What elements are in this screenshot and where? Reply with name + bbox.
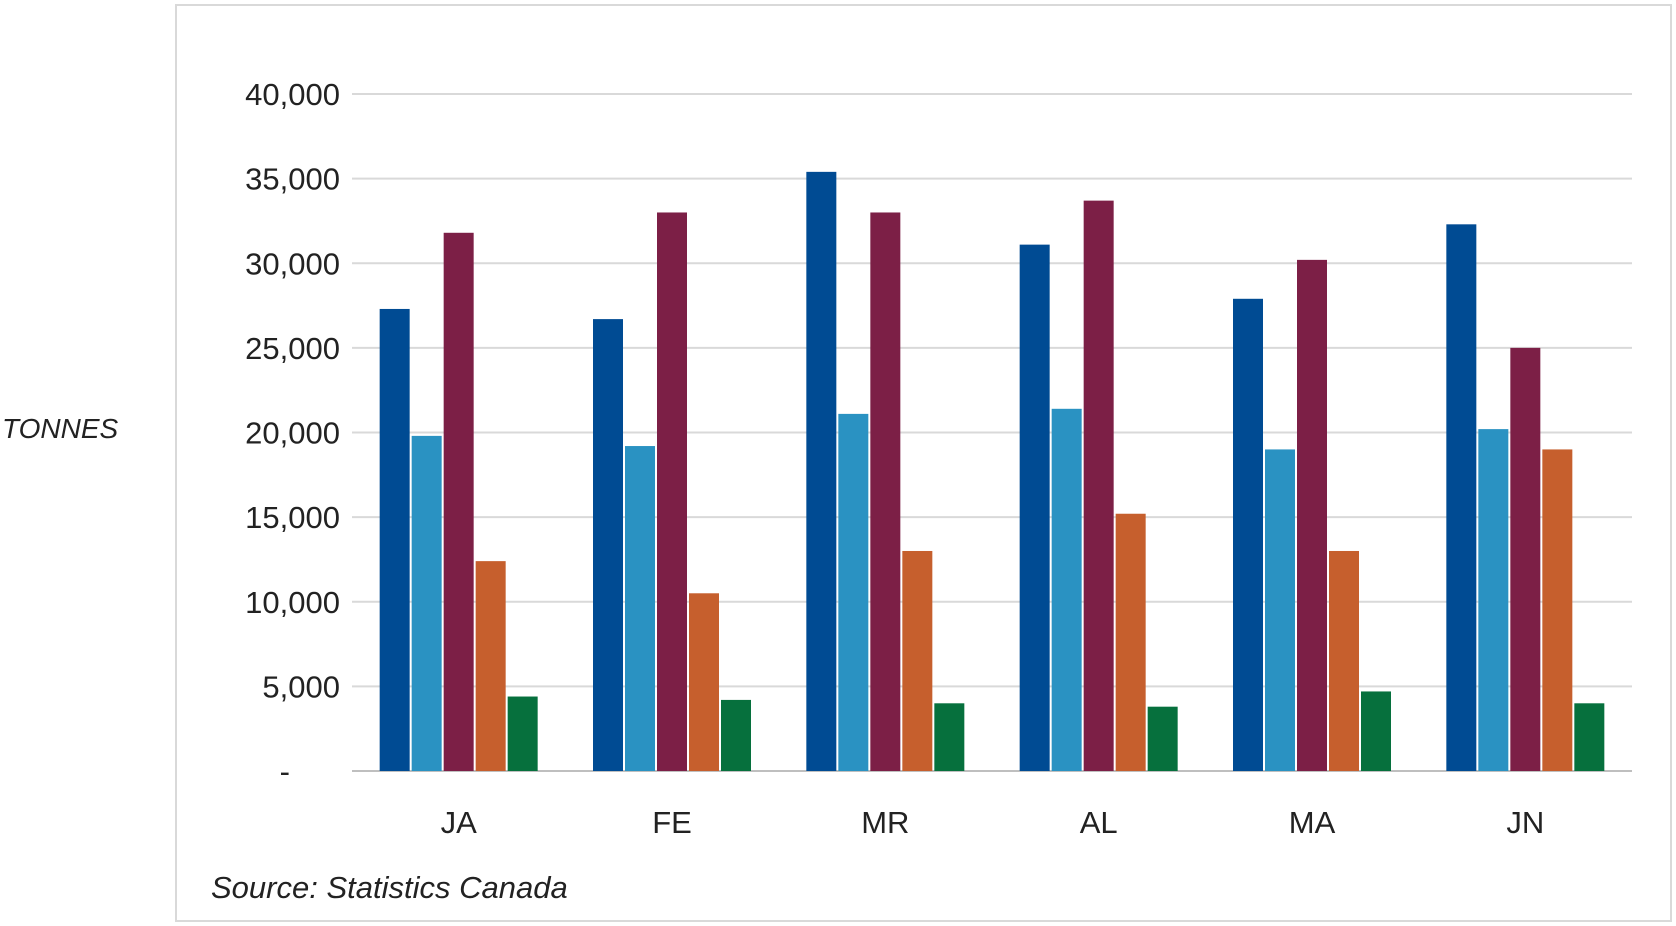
y-tick-label: 30,000 [245,246,340,281]
bar [1115,513,1146,771]
bar [1510,347,1541,771]
bar [1147,706,1178,771]
bar [689,593,719,771]
bar [1083,200,1114,771]
bar [1446,224,1477,771]
bar [1297,259,1327,771]
chart-frame [175,4,1672,922]
y-axis-ticks: - 5,000 10,000 15,000 20,000 25,000 30,000 35,0… [245,77,340,789]
bar [507,696,538,771]
x-tick-label: MR [861,805,909,840]
bar [1542,449,1573,771]
source-note: Source: Statistics Canada [211,870,568,905]
bar [902,550,933,771]
bar [443,232,474,771]
y-tick-label: 10,000 [245,585,340,620]
x-tick-label: JN [1506,805,1544,840]
bar [806,171,837,772]
bar [1574,703,1605,771]
bar [870,212,901,772]
y-tick-label: - [280,754,290,789]
y-tick-label: 5,000 [262,669,340,704]
bar [625,446,655,771]
gridlines [352,93,1632,772]
x-axis-ticks: JA FE MR AL MA JN [441,805,1545,840]
bar [1019,244,1050,771]
bar [1051,408,1082,771]
bar [657,212,687,772]
y-tick-label: 40,000 [245,77,340,112]
bar [1361,691,1391,771]
x-tick-label: AL [1080,805,1118,840]
y-tick-label: 25,000 [245,331,340,366]
x-tick-label: MA [1289,805,1336,840]
y-axis-label: TONNES [2,413,118,444]
bar [838,413,869,771]
bar [934,703,965,771]
y-tick-label: 20,000 [245,416,340,451]
bar [475,561,506,771]
bar [411,435,442,771]
bars [379,171,1605,772]
y-tick-label: 35,000 [245,162,340,197]
y-tick-label: 15,000 [245,500,340,535]
bar [379,308,410,771]
x-tick-label: JA [441,805,478,840]
bar [593,319,623,771]
bar [1478,429,1509,771]
bar [1233,298,1263,771]
bar [1329,550,1359,771]
x-tick-label: FE [652,805,692,840]
bar [1265,449,1295,771]
bar [721,699,751,771]
